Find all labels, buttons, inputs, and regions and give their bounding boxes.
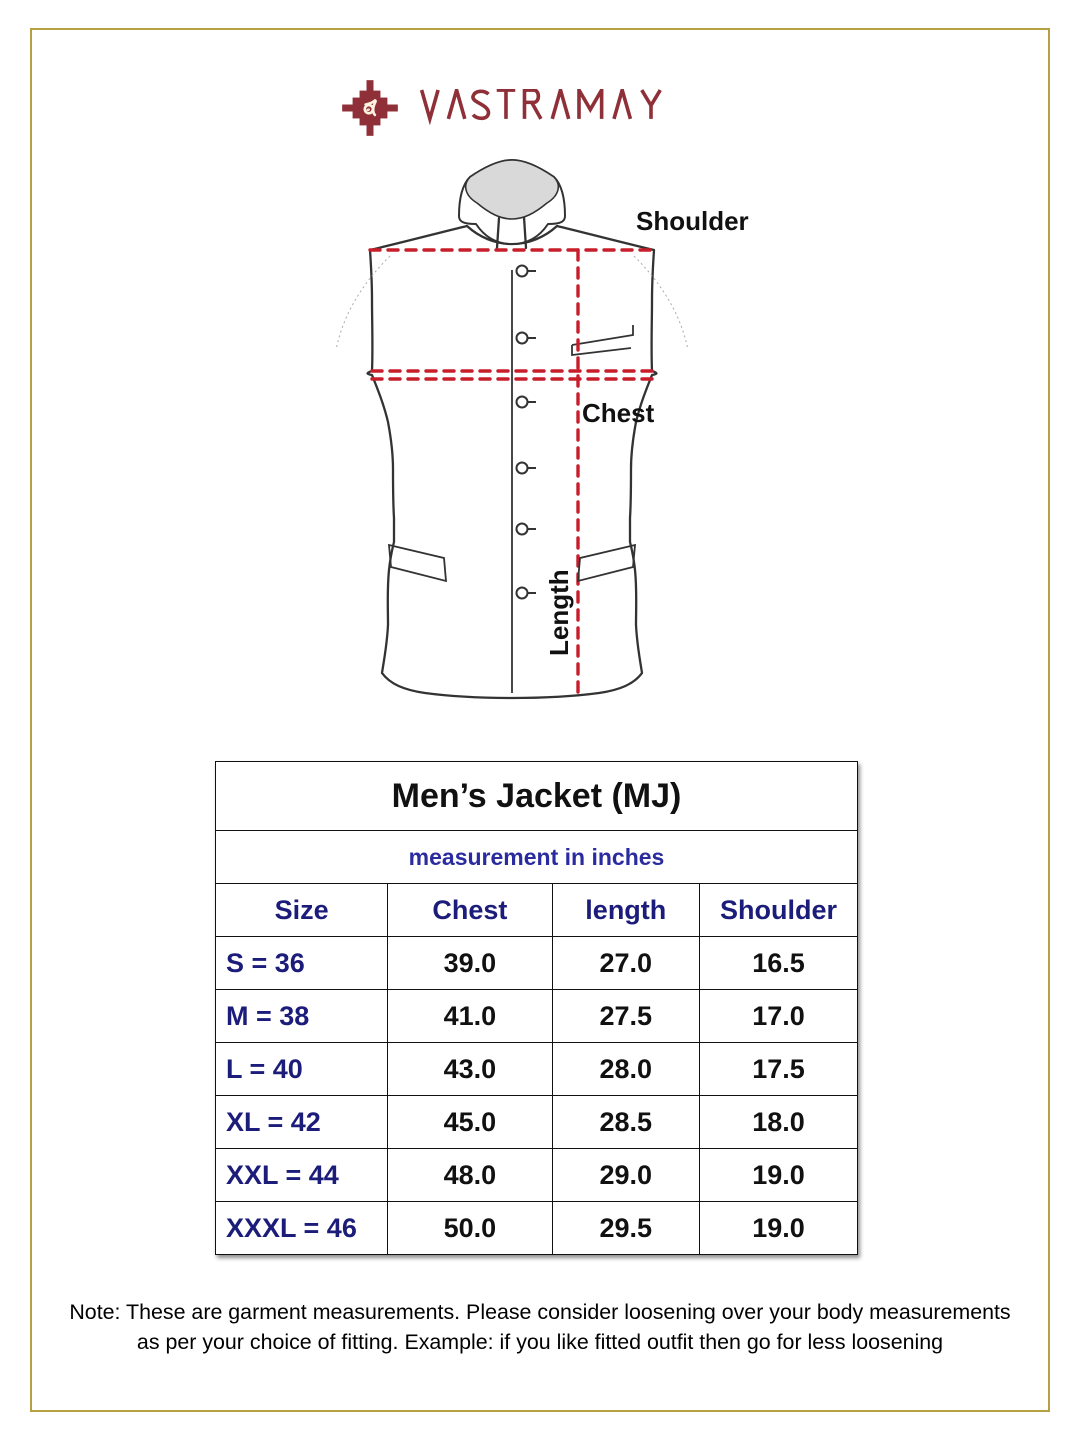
svg-text:Shoulder: Shoulder bbox=[636, 206, 749, 236]
svg-text:Chest: Chest bbox=[582, 398, 655, 428]
svg-text:Length: Length bbox=[544, 569, 574, 656]
